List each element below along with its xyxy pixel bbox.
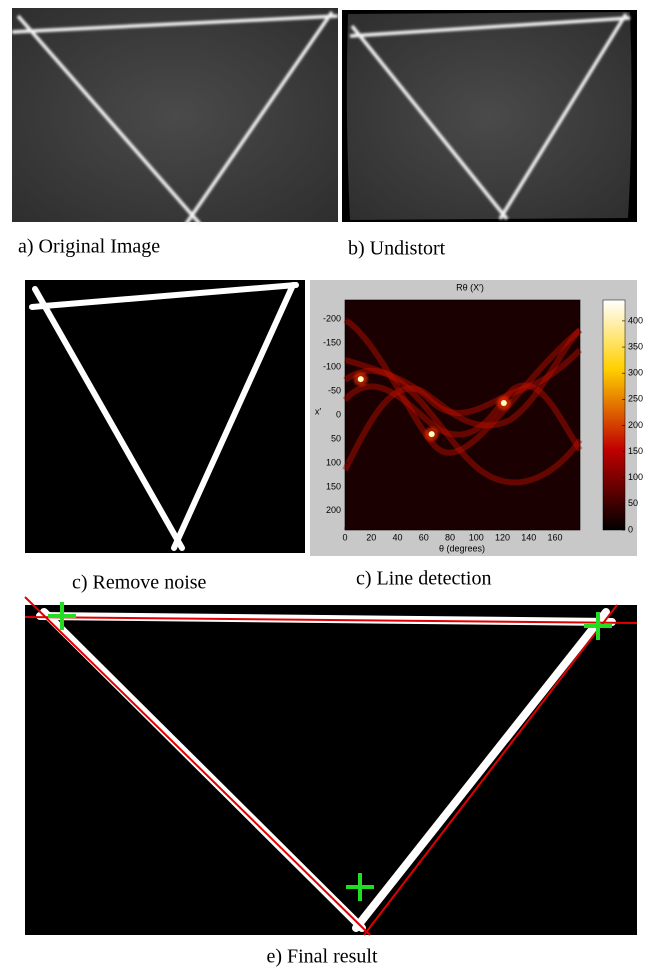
peak bbox=[358, 376, 364, 382]
caption: c) Line detection bbox=[356, 568, 492, 590]
undistorted-image bbox=[342, 10, 637, 222]
x-tick-label: 80 bbox=[445, 532, 455, 542]
colorbar-tick-label: 50 bbox=[628, 498, 638, 508]
caption: c) Remove noise bbox=[72, 572, 207, 594]
binary-image bbox=[25, 280, 305, 553]
y-tick-label: 200 bbox=[326, 505, 341, 515]
y-tick-label: 150 bbox=[326, 481, 341, 491]
hough-panel: Rθ (X′) θ (degrees) x′ 0 20 40 60 80 100 120 14… bbox=[310, 280, 643, 556]
colorbar-tick-label: 150 bbox=[628, 446, 643, 456]
x-tick-label: 0 bbox=[342, 532, 347, 542]
original-image bbox=[12, 8, 338, 224]
plot-title: Rθ (X′) bbox=[456, 282, 484, 292]
y-tick-label: -100 bbox=[323, 361, 341, 371]
caption: a) Original Image bbox=[18, 236, 160, 258]
x-tick-label: 100 bbox=[469, 532, 484, 542]
figure: Rθ (X′) θ (degrees) x′ 0 20 40 60 80 100 120 14… bbox=[0, 0, 645, 973]
caption: b) Undistort bbox=[348, 238, 446, 260]
x-tick-label: 120 bbox=[495, 532, 510, 542]
x-tick-label: 40 bbox=[393, 532, 403, 542]
colorbar-tick-label: 100 bbox=[628, 472, 643, 482]
y-tick-label: 0 bbox=[336, 409, 341, 419]
y-tick-label: -50 bbox=[328, 385, 341, 395]
colorbar-tick-label: 200 bbox=[628, 420, 643, 430]
y-tick-label: 50 bbox=[331, 433, 341, 443]
x-tick-label: 60 bbox=[419, 532, 429, 542]
final-result-image bbox=[25, 597, 637, 935]
x-tick-label: 140 bbox=[521, 532, 536, 542]
x-tick-label: 20 bbox=[366, 532, 376, 542]
caption: e) Final result bbox=[266, 946, 378, 968]
colorbar-tick-label: 0 bbox=[628, 524, 633, 534]
y-tick-label: -150 bbox=[323, 338, 341, 348]
colorbar-tick-label: 400 bbox=[628, 315, 643, 325]
peak bbox=[501, 400, 507, 406]
y-tick-label: -200 bbox=[323, 314, 341, 324]
y-axis-label: x′ bbox=[315, 406, 322, 416]
colorbar-tick-label: 250 bbox=[628, 394, 643, 404]
y-tick-label: 100 bbox=[326, 457, 341, 467]
colorbar-tick-label: 300 bbox=[628, 368, 643, 378]
colorbar-tick-label: 350 bbox=[628, 341, 643, 351]
peak bbox=[429, 431, 435, 437]
x-axis-label: θ (degrees) bbox=[439, 543, 485, 553]
x-tick-label: 160 bbox=[548, 532, 563, 542]
